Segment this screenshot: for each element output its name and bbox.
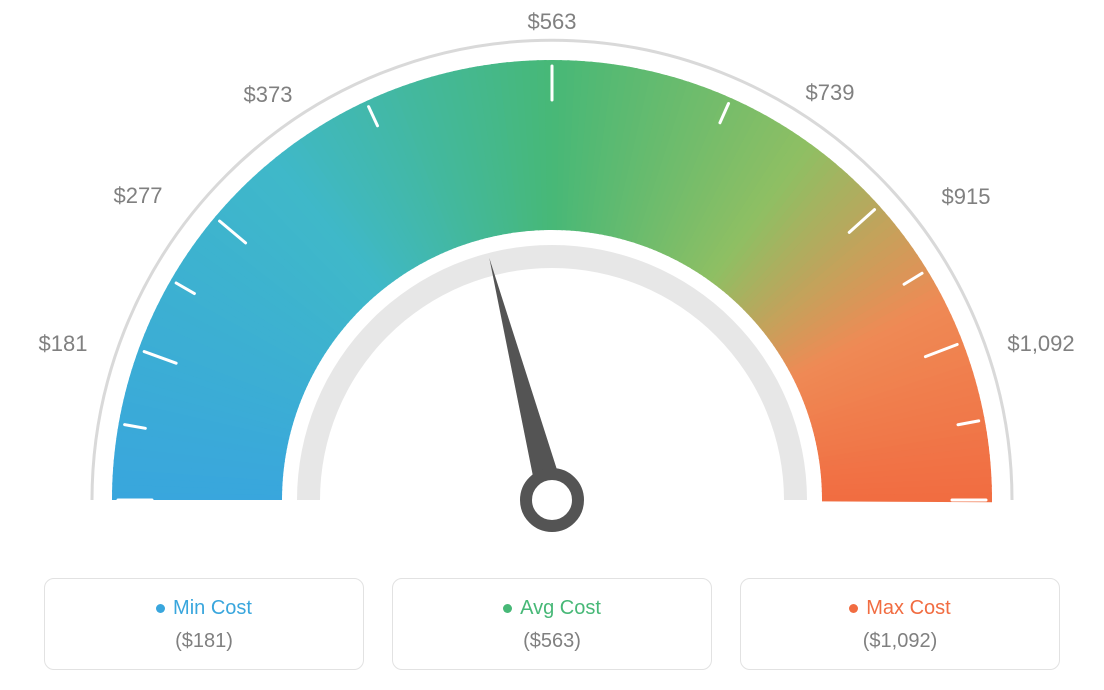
cost-gauge-chart: { "gauge": { "type": "gauge", "cx": 552,… — [0, 0, 1104, 690]
tick-label: $739 — [806, 80, 855, 106]
dot-min — [156, 604, 165, 613]
dot-max — [849, 604, 858, 613]
tick-label: $373 — [244, 82, 293, 108]
legend-card-min: Min Cost ($181) — [44, 578, 364, 670]
gauge-svg — [0, 0, 1104, 560]
legend-row: Min Cost ($181) Avg Cost ($563) Max Cost… — [0, 578, 1104, 670]
legend-value-max: ($1,092) — [751, 630, 1049, 653]
tick-label: $181 — [39, 331, 88, 357]
legend-title-max-text: Max Cost — [866, 597, 950, 620]
legend-value-min: ($181) — [55, 630, 353, 653]
gauge-area: $181 $277 $373 $563 $739 $915 $1,092 — [0, 0, 1104, 560]
tick-label: $915 — [942, 184, 991, 210]
legend-title-max: Max Cost — [849, 597, 950, 620]
legend-title-min: Min Cost — [156, 597, 252, 620]
tick-label: $563 — [528, 9, 577, 35]
tick-label: $277 — [114, 183, 163, 209]
legend-card-max: Max Cost ($1,092) — [740, 578, 1060, 670]
tick-label: $1,092 — [1007, 331, 1074, 357]
legend-title-avg-text: Avg Cost — [520, 597, 601, 620]
legend-value-avg: ($563) — [403, 630, 701, 653]
legend-title-min-text: Min Cost — [173, 597, 252, 620]
legend-title-avg: Avg Cost — [503, 597, 601, 620]
legend-card-avg: Avg Cost ($563) — [392, 578, 712, 670]
dot-avg — [503, 604, 512, 613]
